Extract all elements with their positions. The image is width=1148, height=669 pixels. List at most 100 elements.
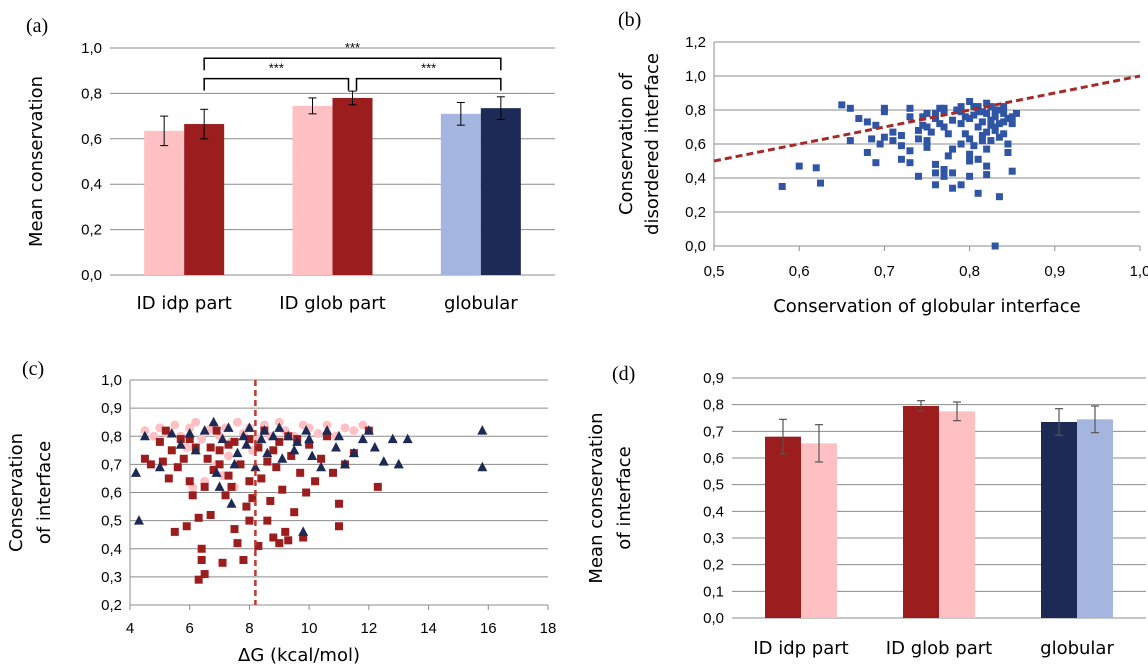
- scatter-point-triangle: [256, 433, 267, 444]
- x-tick-label: 18: [540, 620, 557, 637]
- significance-label: ***: [269, 61, 284, 76]
- scatter-point: [957, 140, 965, 148]
- scatter-point: [889, 137, 897, 145]
- scatter-point: [983, 171, 991, 179]
- scatter-point-square: [185, 435, 194, 444]
- x-tick-label: 0,6: [789, 263, 810, 280]
- scatter-point-square: [158, 457, 167, 466]
- scatter-point: [949, 116, 957, 124]
- scatter-point-square: [173, 463, 182, 472]
- scatter-point-triangle: [190, 444, 201, 455]
- scatter-point: [974, 155, 982, 163]
- panel-label-a: (a): [26, 15, 48, 37]
- scatter-point-triangle: [184, 427, 195, 438]
- scatter-point-triangle: [307, 450, 318, 460]
- category-label: ID idp part: [136, 293, 231, 314]
- scatter-point-square: [167, 446, 176, 455]
- scatter-point-square: [329, 468, 338, 477]
- y-tick-label: 0,7: [101, 456, 122, 473]
- scatter-point-square: [185, 477, 194, 486]
- scatter-point-square: [290, 508, 299, 517]
- scatter-point-square: [266, 496, 275, 505]
- scatter-point: [957, 108, 965, 116]
- scatter-point: [983, 128, 991, 136]
- scatter-point: [863, 149, 871, 156]
- scatter-point: [978, 132, 986, 139]
- scatter-point-square: [236, 460, 245, 469]
- scatter-point-square: [179, 454, 188, 463]
- scatter-point: [983, 99, 991, 107]
- scatter-point: [846, 137, 854, 145]
- panel-label-b: (b): [618, 9, 641, 31]
- scatter-point: [991, 113, 999, 121]
- x-tick-label: 12: [361, 620, 378, 637]
- scatter-point-triangle: [298, 526, 309, 536]
- scatter-point-triangle: [357, 433, 368, 444]
- x-tick-label: 0,5: [704, 263, 725, 280]
- scatter-point-triangle: [277, 453, 288, 463]
- y-tick-label: 0,4: [703, 503, 724, 520]
- scatter-point-triangle: [363, 425, 374, 435]
- scatter-point: [974, 123, 982, 131]
- scatter-point-circle: [340, 423, 350, 433]
- scatter-point: [923, 109, 931, 117]
- significance-label: ***: [345, 40, 360, 55]
- scatter-point-square: [242, 502, 251, 511]
- scatter-point-square: [296, 468, 305, 477]
- scatter-point: [995, 120, 1003, 128]
- y-tick-label: 0,6: [703, 450, 724, 467]
- x-tick-label: 0,8: [959, 263, 980, 280]
- scatter-point: [983, 162, 991, 170]
- scatter-point-circle: [197, 434, 207, 444]
- scatter-point-triangle: [214, 481, 225, 491]
- scatter-point-triangle: [477, 425, 488, 435]
- x-tick-label: 6: [186, 620, 194, 637]
- scatter-point: [932, 115, 940, 122]
- y-tick-label: 0,4: [101, 541, 122, 558]
- scatter-point: [897, 155, 905, 163]
- scatter-point: [1008, 167, 1016, 175]
- scatter-point-triangle: [387, 433, 398, 444]
- y-tick-label: 0,9: [703, 370, 724, 387]
- y-tick-label: 0,0: [703, 610, 724, 627]
- x-tick-label: 0,9: [1044, 263, 1065, 280]
- scatter-point-circle: [170, 420, 180, 430]
- scatter-point: [872, 121, 880, 129]
- y-tick-label: 0,0: [81, 267, 102, 284]
- scatter-point: [906, 159, 914, 167]
- scatter-point-square: [212, 426, 221, 435]
- y-axis-title: disordered interface: [642, 53, 663, 235]
- y-tick-label: 0,8: [81, 85, 102, 102]
- scatter-point: [914, 172, 922, 180]
- scatter-point-triangle: [339, 458, 350, 469]
- scatter-point-square: [200, 482, 209, 491]
- category-label: ID glob part: [279, 293, 385, 314]
- bar: [903, 406, 939, 618]
- scatter-point-square: [230, 525, 239, 534]
- scatter-point: [1000, 109, 1008, 117]
- scatter-point-square: [239, 556, 248, 564]
- y-axis-title: Mean conservation: [586, 412, 607, 583]
- scatter-point-triangle: [175, 439, 186, 449]
- scatter-point: [970, 103, 978, 111]
- y-tick-label: 1,0: [685, 68, 706, 85]
- y-tick-label: 0,3: [703, 530, 724, 547]
- y-tick-label: 0,3: [101, 569, 122, 586]
- x-tick-label: 1,0: [1130, 263, 1148, 280]
- scatter-point: [863, 118, 871, 126]
- bar: [801, 443, 837, 618]
- scatter-point-square: [188, 491, 197, 500]
- scatter-point-square: [323, 432, 332, 441]
- scatter-point-square: [224, 440, 233, 449]
- scatter-point: [974, 103, 982, 111]
- scatter-point-triangle: [238, 430, 249, 441]
- y-tick-label: 0,4: [81, 176, 102, 193]
- scatter-point-triangle: [331, 442, 342, 452]
- scatter-point-circle: [182, 443, 192, 452]
- scatter-point: [974, 189, 982, 197]
- scatter-point-square: [245, 477, 254, 486]
- scatter-point: [880, 133, 888, 141]
- scatter-point: [923, 137, 931, 145]
- scatter-point: [872, 159, 880, 167]
- scatter-point-square: [254, 443, 263, 452]
